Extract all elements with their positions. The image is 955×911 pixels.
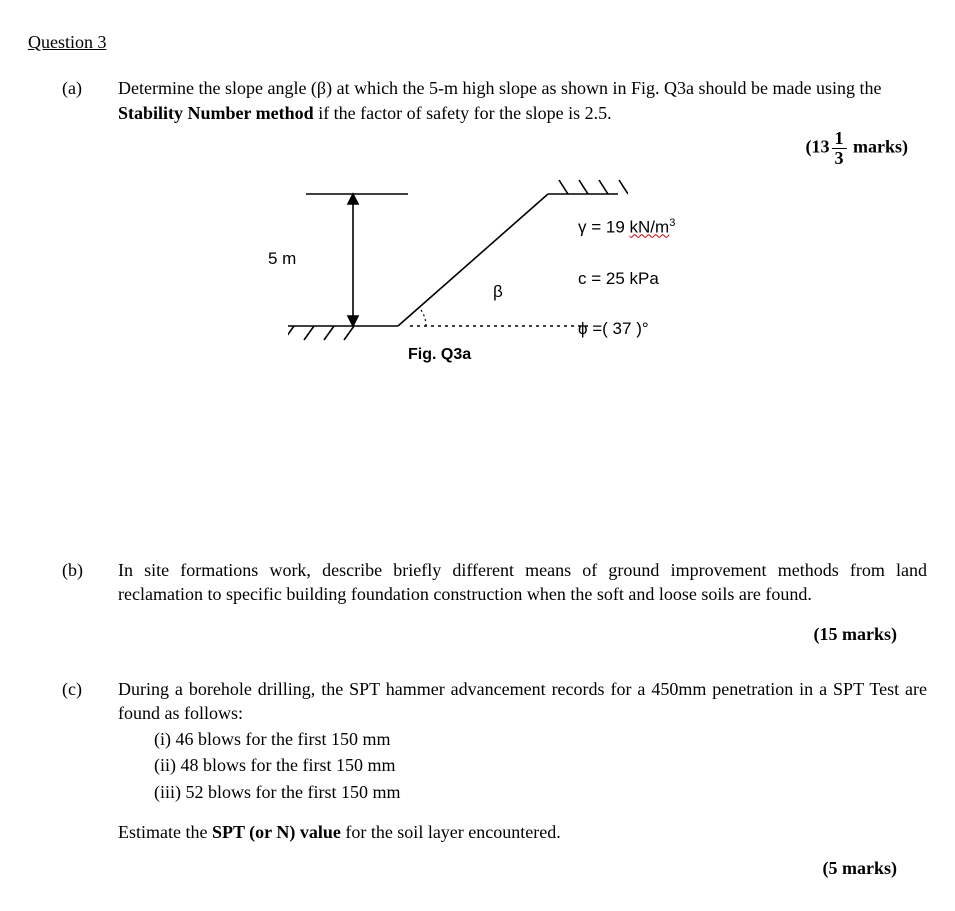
- part-b: (b) In site formations work, describe br…: [62, 558, 927, 607]
- gamma-sup: 3: [669, 217, 675, 229]
- beta-label: β: [493, 281, 503, 304]
- spt-item-3: (iii) 52 blows for the first 150 mm: [154, 780, 927, 804]
- part-c-out-bold: SPT (or N) value: [212, 822, 341, 842]
- part-a-marks-suffix: marks): [849, 136, 909, 156]
- cohesion-annotation: c = 25 kPa: [578, 268, 659, 291]
- phi-annotation: ϕ =( 37 )°: [578, 318, 649, 341]
- part-a-label: (a): [62, 76, 118, 100]
- gamma-annotation: γ = 19 kN/m3: [578, 216, 675, 240]
- part-c-label: (c): [62, 677, 118, 701]
- part-a-text-2: if the factor of safety for the slope is…: [314, 103, 612, 123]
- part-a-marks-prefix: (13: [806, 136, 830, 156]
- question-title: Question 3: [28, 30, 927, 54]
- part-a-bold: Stability Number method: [118, 103, 314, 123]
- part-b-label: (b): [62, 558, 118, 582]
- slope-diagram-svg: [288, 176, 628, 366]
- spt-list: (i) 46 blows for the first 150 mm (ii) 4…: [154, 727, 927, 804]
- part-b-text: In site formations work, describe briefl…: [118, 560, 927, 604]
- part-c-out-1: Estimate the: [118, 822, 212, 842]
- figure-q3a: 5 m β Fig. Q3a γ = 19 kN/m3 c = 25 kPa ϕ…: [118, 176, 938, 396]
- part-a-body: Determine the slope angle (β) at which t…: [118, 76, 938, 455]
- spt-item-2: (ii) 48 blows for the first 150 mm: [154, 753, 927, 777]
- gamma-prefix: γ = 19: [578, 217, 630, 236]
- figure-caption: Fig. Q3a: [408, 344, 471, 366]
- height-label: 5 m: [268, 248, 296, 271]
- spt-item-1: (i) 46 blows for the first 150 mm: [154, 727, 927, 751]
- part-c: (c) During a borehole drilling, the SPT …: [62, 677, 927, 845]
- part-b-marks: (15 marks): [28, 622, 897, 646]
- part-a: (a) Determine the slope angle (β) at whi…: [62, 76, 927, 455]
- part-c-intro: During a borehole drilling, the SPT hamm…: [118, 677, 927, 726]
- gamma-unit: kN/m: [630, 217, 670, 236]
- part-a-text-1: Determine the slope angle (β) at which t…: [118, 78, 882, 98]
- part-a-frac-d: 3: [832, 149, 847, 168]
- part-c-marks: (5 marks): [28, 856, 897, 880]
- part-c-body: During a borehole drilling, the SPT hamm…: [118, 677, 927, 845]
- part-b-body: In site formations work, describe briefl…: [118, 558, 927, 607]
- part-a-frac-n: 1: [832, 129, 847, 149]
- part-c-out-2: for the soil layer encountered.: [341, 822, 561, 842]
